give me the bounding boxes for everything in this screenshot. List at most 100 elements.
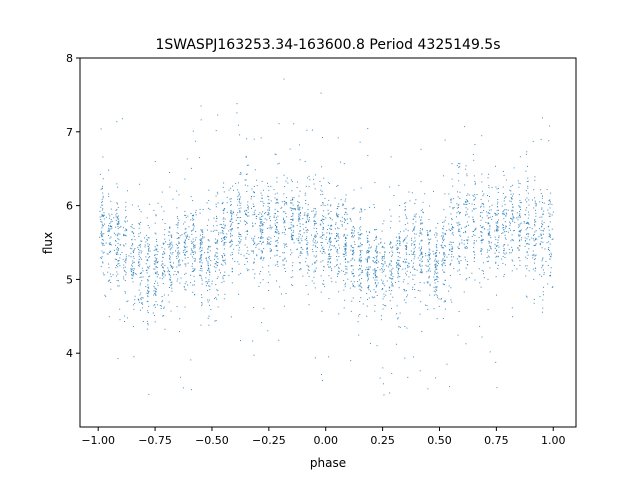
data-point	[440, 235, 442, 237]
data-point	[157, 282, 159, 284]
data-point	[215, 263, 217, 265]
data-point	[221, 281, 223, 283]
data-point	[295, 209, 297, 211]
data-point	[420, 232, 422, 234]
data-point	[375, 259, 377, 261]
data-point	[480, 206, 482, 208]
data-point	[429, 253, 431, 255]
data-point	[443, 225, 445, 227]
data-point	[124, 315, 126, 317]
data-point	[534, 179, 536, 181]
data-point	[137, 298, 139, 300]
data-point	[497, 228, 499, 230]
data-point	[184, 243, 186, 245]
data-point	[259, 229, 261, 231]
data-point	[434, 279, 436, 281]
data-point	[330, 237, 332, 239]
data-point	[163, 210, 165, 212]
data-point	[405, 228, 407, 230]
data-point	[464, 226, 466, 228]
data-point	[140, 257, 142, 259]
data-point	[185, 289, 187, 291]
data-point	[177, 217, 179, 219]
data-point	[445, 234, 447, 236]
data-point	[421, 252, 423, 254]
data-point	[322, 232, 324, 234]
data-point	[192, 224, 194, 226]
data-point	[199, 261, 201, 263]
data-point	[224, 208, 226, 210]
data-point	[284, 211, 286, 213]
data-point	[260, 192, 262, 194]
data-point	[452, 207, 454, 209]
data-point	[536, 238, 538, 240]
data-point	[139, 232, 141, 234]
data-point	[240, 207, 242, 209]
data-point	[190, 196, 192, 198]
data-point	[425, 255, 427, 257]
data-point	[391, 250, 393, 252]
data-point	[335, 222, 337, 224]
data-point	[457, 223, 459, 225]
data-point	[291, 236, 293, 238]
data-point	[193, 275, 195, 277]
data-point	[190, 212, 192, 214]
data-point	[237, 226, 239, 228]
data-point	[414, 203, 416, 205]
data-point	[260, 258, 262, 260]
data-point	[320, 242, 322, 244]
data-point	[200, 294, 202, 296]
data-point	[503, 218, 505, 220]
data-point	[148, 237, 150, 239]
data-point	[130, 256, 132, 258]
data-point	[390, 274, 392, 276]
data-point	[495, 229, 497, 231]
data-point	[450, 299, 452, 301]
data-point	[496, 220, 498, 222]
data-point	[155, 294, 157, 296]
data-point	[403, 239, 405, 241]
data-point	[444, 300, 446, 302]
data-point	[501, 213, 503, 215]
data-point	[285, 260, 287, 262]
data-point	[145, 263, 147, 265]
data-point	[517, 247, 519, 249]
data-point	[217, 240, 219, 242]
data-point	[179, 318, 181, 320]
data-point	[200, 324, 202, 326]
data-point	[443, 253, 445, 255]
data-point	[179, 282, 181, 284]
data-point	[424, 304, 426, 306]
data-point	[319, 250, 321, 252]
data-point	[471, 203, 473, 205]
data-point	[131, 224, 133, 226]
data-point	[223, 274, 225, 276]
data-point	[374, 274, 376, 276]
data-point	[133, 251, 135, 253]
data-point	[210, 230, 212, 232]
data-point	[359, 211, 361, 213]
data-point	[406, 246, 408, 248]
data-point	[527, 185, 529, 187]
data-point	[156, 258, 158, 260]
data-point	[210, 264, 212, 266]
data-point	[459, 212, 461, 214]
data-point	[531, 237, 533, 239]
data-point	[306, 214, 308, 216]
data-point	[398, 287, 400, 289]
data-point	[276, 245, 278, 247]
data-point	[396, 264, 398, 266]
data-point	[534, 197, 536, 199]
data-point	[291, 238, 293, 240]
data-point	[306, 236, 308, 238]
data-point	[154, 232, 156, 234]
data-point	[223, 280, 225, 282]
data-point	[112, 274, 114, 276]
data-point	[312, 240, 314, 242]
data-point	[360, 259, 362, 261]
data-point	[540, 237, 542, 239]
data-point	[276, 218, 278, 220]
data-point	[313, 220, 315, 222]
data-point	[360, 187, 362, 189]
data-point	[497, 203, 499, 205]
